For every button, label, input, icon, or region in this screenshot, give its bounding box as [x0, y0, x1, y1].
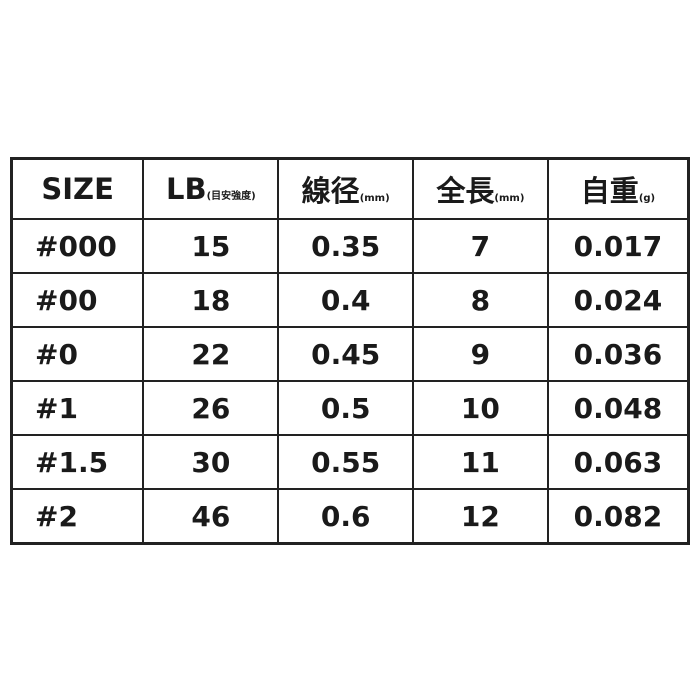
- table-cell: 0.036: [546, 326, 690, 382]
- table-cell: 0.063: [546, 434, 690, 490]
- table-cell: 15: [142, 218, 280, 274]
- table-cell: 0.4: [277, 272, 414, 328]
- table-cell: 0.5: [277, 380, 414, 436]
- table-cell: 0.35: [277, 218, 414, 274]
- table-row: #00 18 0.4 8 0.024: [10, 272, 690, 328]
- table-cell: #000: [10, 218, 145, 274]
- table-cell: 11: [411, 434, 549, 490]
- table-cell: #2: [10, 488, 145, 545]
- table-cell: 0.55: [277, 434, 414, 490]
- table-cell: 18: [142, 272, 280, 328]
- table-cell: 7: [411, 218, 549, 274]
- header-unit: (mm): [494, 193, 525, 204]
- table-cell: 26: [142, 380, 280, 436]
- column-header: 自重(g): [546, 157, 690, 220]
- table-cell: 30: [142, 434, 280, 490]
- column-header: SIZE: [10, 157, 145, 220]
- header-label: 自重: [580, 174, 639, 208]
- header-unit: (mm): [359, 193, 390, 204]
- column-header: LB(目安強度): [142, 157, 280, 220]
- table-cell: 8: [411, 272, 549, 328]
- header-unit: (目安強度): [206, 191, 256, 202]
- table-row: #1.5 30 0.55 11 0.063: [10, 434, 690, 490]
- header-label: LB: [166, 172, 207, 206]
- table-cell: #1: [10, 380, 145, 436]
- table-row: #2 46 0.6 12 0.082: [10, 488, 690, 545]
- table-cell: 9: [411, 326, 549, 382]
- table-cell: 46: [142, 488, 280, 545]
- size-spec-table: SIZE LB(目安強度) 線径(mm) 全長(mm) 自重(g) #000 15 0.35…: [10, 157, 690, 545]
- table-cell: 0.024: [546, 272, 690, 328]
- table-cell: 10: [411, 380, 549, 436]
- header-label: 線径: [301, 174, 360, 208]
- table-cell: 0.45: [277, 326, 414, 382]
- table-cell: 0.048: [546, 380, 690, 436]
- table-cell: #00: [10, 272, 145, 328]
- header-unit: (g): [638, 193, 656, 204]
- header-label: SIZE: [41, 172, 114, 206]
- table-cell: 22: [142, 326, 280, 382]
- column-header: 線径(mm): [277, 157, 414, 220]
- table-row: #1 26 0.5 10 0.048: [10, 380, 690, 436]
- column-header: 全長(mm): [411, 157, 549, 220]
- header-label: 全長: [436, 174, 495, 208]
- table-row: #0 22 0.45 9 0.036: [10, 326, 690, 382]
- table-row: #000 15 0.35 7 0.017: [10, 218, 690, 274]
- table-cell: 0.017: [546, 218, 690, 274]
- header-row: SIZE LB(目安強度) 線径(mm) 全長(mm) 自重(g): [10, 157, 690, 220]
- table-cell: 0.6: [277, 488, 414, 545]
- table-cell: #1.5: [10, 434, 145, 490]
- table-cell: #0: [10, 326, 145, 382]
- table-cell: 12: [411, 488, 549, 545]
- table-cell: 0.082: [546, 488, 690, 545]
